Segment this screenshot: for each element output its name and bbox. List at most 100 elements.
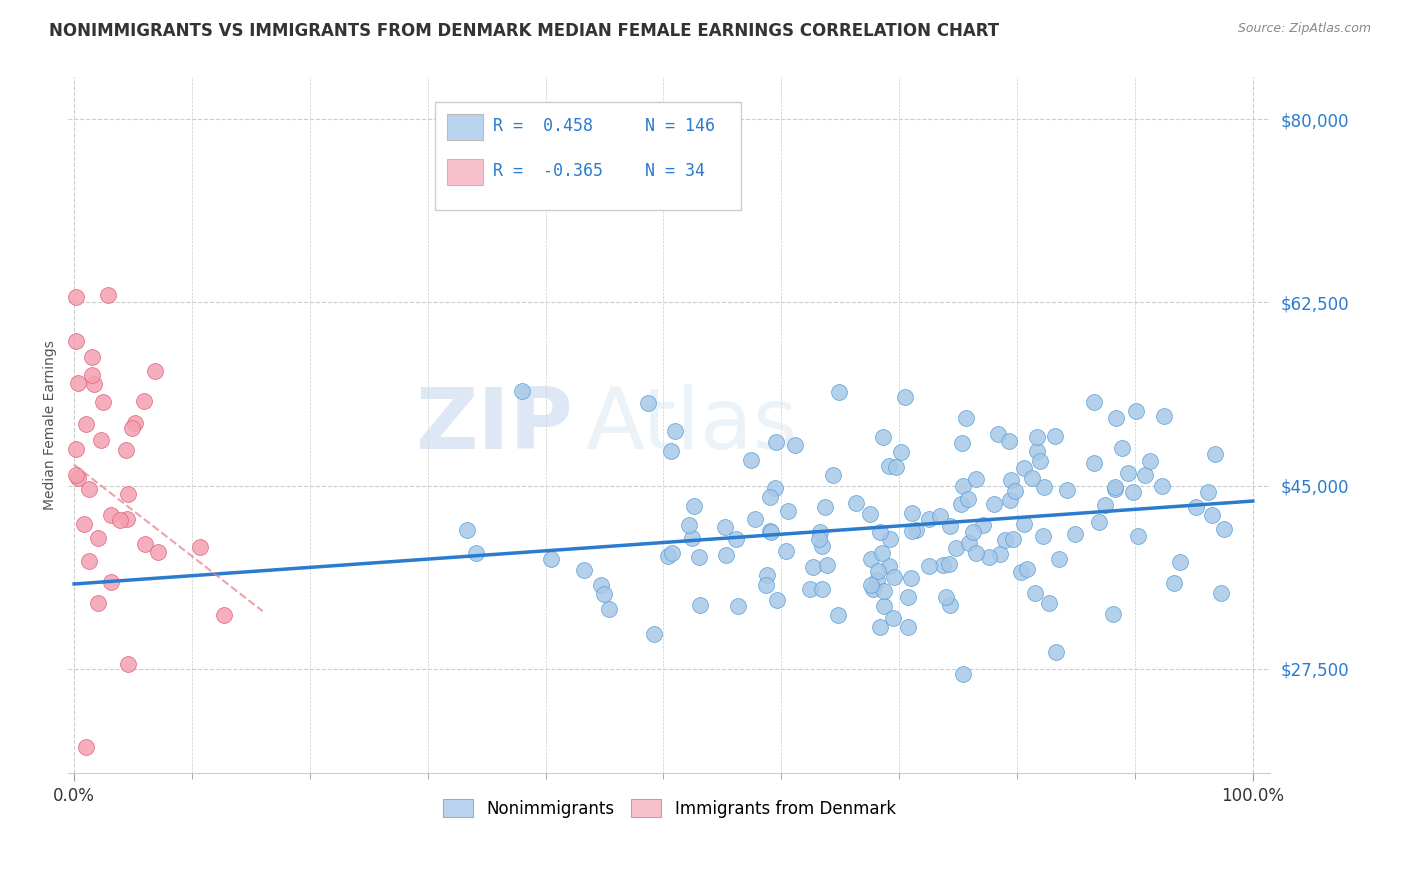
Point (188, 541, 211, 555)
Point (1083, 456, 1105, 470)
Point (598, 602, 620, 616)
Point (998, 492, 1021, 507)
Point (1170, 555, 1192, 569)
Point (82, 368, 104, 383)
Point (1000, 473, 1022, 487)
Point (143, 363, 166, 377)
Point (688, 550, 710, 565)
Point (811, 582, 834, 596)
Text: N = 34: N = 34 (645, 162, 706, 180)
Point (1017, 562, 1039, 576)
Point (877, 559, 900, 574)
Point (714, 520, 737, 534)
Point (1010, 565, 1032, 579)
Point (823, 468, 845, 483)
Text: R =  -0.365: R = -0.365 (492, 162, 603, 180)
Text: ZIP: ZIP (415, 384, 574, 467)
Point (75, 417, 97, 431)
Point (957, 535, 980, 549)
Point (759, 490, 782, 504)
Point (893, 390, 915, 404)
Point (765, 593, 787, 607)
Point (977, 550, 1000, 565)
Point (775, 544, 797, 558)
Point (115, 512, 138, 526)
Point (1004, 483, 1026, 498)
Point (1104, 482, 1126, 496)
Point (91, 394, 114, 409)
Point (872, 429, 894, 443)
Point (993, 533, 1015, 548)
Point (799, 582, 821, 597)
Point (759, 524, 782, 539)
Point (1021, 470, 1043, 484)
Point (689, 599, 711, 613)
Point (114, 442, 136, 457)
Point (879, 532, 901, 546)
Point (900, 571, 922, 585)
Point (1056, 483, 1078, 497)
Point (952, 667, 974, 681)
Bar (447, 159, 484, 186)
Point (1025, 444, 1047, 458)
Point (1105, 410, 1128, 425)
Point (1209, 586, 1232, 600)
Point (1153, 409, 1175, 423)
Point (763, 481, 786, 495)
Point (897, 620, 920, 634)
Point (755, 578, 778, 592)
Point (870, 546, 893, 560)
Point (987, 427, 1010, 442)
Point (801, 559, 824, 574)
Point (510, 384, 533, 399)
Point (962, 524, 984, 539)
Bar (447, 113, 484, 140)
Point (593, 587, 616, 601)
Point (1064, 527, 1087, 541)
Point (148, 545, 170, 559)
Legend: Nonimmigrants, Immigrants from Denmark: Nonimmigrants, Immigrants from Denmark (436, 793, 903, 824)
Point (1201, 508, 1223, 522)
Point (965, 472, 987, 486)
Point (972, 517, 994, 532)
Point (900, 506, 922, 520)
Point (1029, 454, 1052, 468)
Point (983, 497, 1005, 511)
Point (637, 395, 659, 409)
Point (727, 599, 749, 613)
Point (664, 424, 686, 438)
Point (813, 500, 835, 515)
Point (1014, 517, 1036, 532)
Point (80, 351, 103, 365)
Point (212, 607, 235, 622)
Point (90, 433, 112, 447)
Point (956, 492, 979, 507)
FancyBboxPatch shape (434, 102, 741, 210)
Point (100, 575, 122, 590)
Point (1152, 479, 1174, 493)
Point (1128, 529, 1150, 543)
Point (79, 554, 101, 568)
Point (873, 584, 896, 599)
Point (65, 442, 87, 456)
Point (918, 511, 941, 525)
Point (945, 541, 967, 555)
Point (744, 512, 766, 526)
Point (810, 539, 832, 553)
Point (1038, 596, 1060, 610)
Point (882, 611, 904, 625)
Point (952, 479, 974, 493)
Point (955, 410, 977, 425)
Point (683, 499, 706, 513)
Text: Source: ZipAtlas.com: Source: ZipAtlas.com (1237, 22, 1371, 36)
Point (97, 288, 120, 302)
Point (117, 657, 139, 671)
Point (134, 537, 156, 551)
Point (591, 578, 613, 592)
Point (866, 573, 889, 587)
Point (73, 516, 96, 531)
Point (83, 376, 105, 391)
Point (1045, 428, 1067, 442)
Point (1094, 498, 1116, 512)
Point (79, 482, 101, 496)
